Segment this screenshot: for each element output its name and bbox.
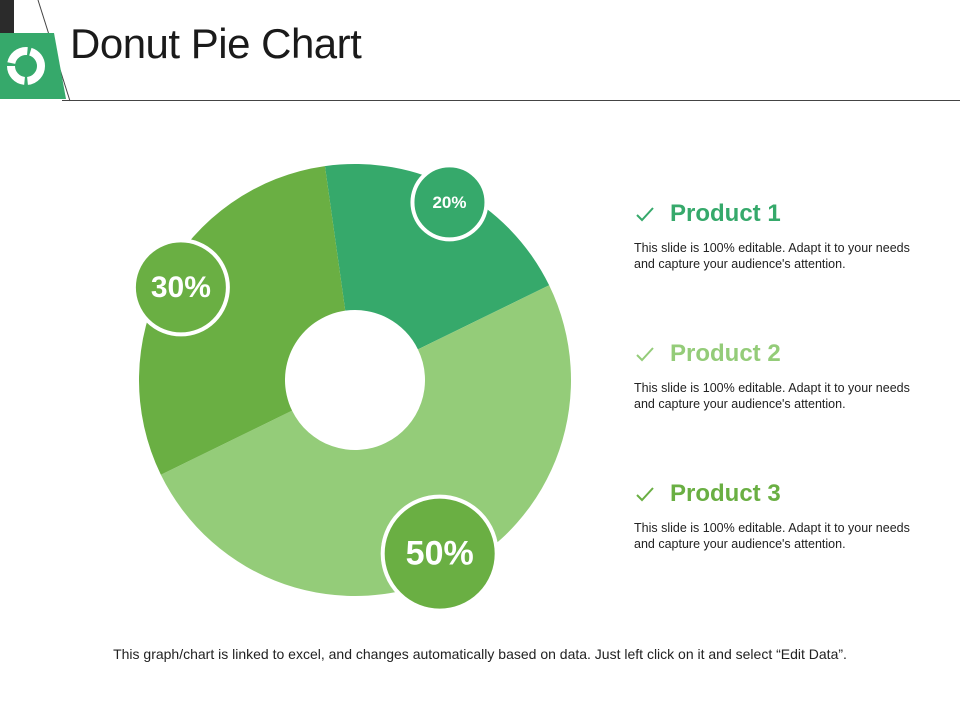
donut-chart-icon [7,47,45,85]
percent-badge-2 [380,494,499,613]
footer-note: This graph/chart is linked to excel, and… [113,646,847,662]
percent-badge-3 [131,238,230,337]
product-description: This slide is 100% editable. Adapt it to… [634,381,910,411]
header-rule [62,100,960,101]
product-description: This slide is 100% editable. Adapt it to… [634,241,910,271]
product-name: Product 3 [670,480,781,507]
check-icon [636,207,654,222]
percent-label-1: 20% [432,193,466,212]
product-item-1: Product 1 This slide is 100% editable. A… [634,198,954,272]
product-item-3: Product 3 This slide is 100% editable. A… [634,478,954,552]
check-icon [636,347,654,362]
page-title: Donut Pie Chart [70,20,362,67]
product-item-2: Product 2 This slide is 100% editable. A… [634,338,954,412]
header-dark-tab [0,0,14,33]
percent-label-3: 30% [151,271,211,304]
percent-badge-1 [410,163,489,242]
percent-label-2: 50% [406,535,474,573]
product-name: Product 2 [670,340,781,367]
check-icon [636,487,654,502]
product-description: This slide is 100% editable. Adapt it to… [634,521,910,551]
product-name: Product 1 [670,200,781,227]
donut-slice-1 [324,164,550,350]
